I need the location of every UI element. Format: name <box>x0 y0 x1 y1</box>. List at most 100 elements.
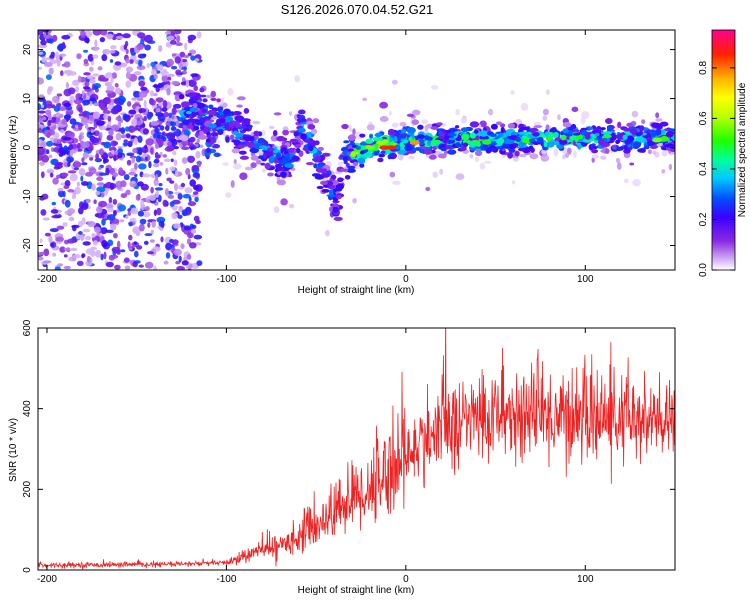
spectrogram-cell <box>252 120 261 125</box>
spectrogram-cell <box>173 248 182 256</box>
spectrogram-cell <box>83 58 89 64</box>
spectrogram-cell <box>131 118 138 127</box>
spectrogram-cell <box>51 215 60 219</box>
spectrogram-cell <box>114 264 121 270</box>
spectrogram-cell <box>80 117 89 126</box>
spectrogram-cell <box>136 245 143 250</box>
spectrogram-cell <box>100 30 108 36</box>
spectrogram-cell <box>482 139 492 145</box>
colorbar-tick-label: 0.2 <box>698 212 709 226</box>
spectrogram-cell <box>59 129 65 134</box>
spectrogram-cell <box>479 130 488 137</box>
spectrogram-cell <box>120 193 128 199</box>
spectrogram-cell <box>259 145 268 149</box>
spectrogram-cell <box>217 129 224 135</box>
spectrogram-cell <box>529 153 539 160</box>
spectrogram-cell <box>56 60 61 67</box>
spectrogram-cell <box>38 103 42 111</box>
spectrogram-cell <box>125 58 130 64</box>
spectrogram-cell <box>117 120 122 128</box>
spectrogram-cell <box>313 163 318 169</box>
spectrogram-cell <box>287 159 296 163</box>
spectrogram-cell <box>171 212 178 220</box>
spectrogram-cell <box>112 172 118 178</box>
spectrogram-cell <box>236 104 243 108</box>
spectrogram-cell <box>507 152 513 159</box>
spectrogram-cell <box>40 209 47 216</box>
spectrogram-cell <box>188 196 192 202</box>
spectrogram-cell <box>143 99 147 108</box>
spectrogram-cell <box>53 105 61 112</box>
spectrogram-cell <box>588 144 594 151</box>
spectrogram-cell <box>647 149 653 155</box>
spectrogram-cell <box>469 132 476 139</box>
spectrogram-cell <box>348 124 352 131</box>
spectrogram-cell <box>99 132 103 139</box>
spectrogram-cell <box>508 148 516 153</box>
spectrogram-cell <box>78 168 86 176</box>
spectrogram-cell <box>272 130 278 137</box>
spectrogram-cell <box>520 127 530 131</box>
spectrogram-cell <box>134 162 138 170</box>
spectrogram-cell <box>95 153 99 160</box>
spectrogram-cell <box>329 189 334 196</box>
spectrogram-cell <box>604 148 610 154</box>
spectrogram-cell <box>171 80 180 86</box>
spectrogram-cell <box>438 153 447 159</box>
spectrogram-cell <box>127 208 131 212</box>
spectrogram-cell <box>298 127 306 133</box>
spectrogram-cell <box>149 239 155 243</box>
spectrogram-cell <box>336 194 342 200</box>
spectrogram-cell <box>421 119 429 125</box>
spectrogram-cell <box>125 71 131 80</box>
spectrogram-cell <box>90 129 94 134</box>
spectrogram-cell <box>186 254 192 260</box>
spectrogram-cell <box>235 132 245 138</box>
spectrogram-cell <box>191 111 197 117</box>
spectrogram-cell <box>193 234 203 240</box>
spectrogram-cell <box>631 110 639 118</box>
spectrogram-cell <box>552 132 559 137</box>
spectrogram-cell <box>233 159 237 164</box>
spectrogram-cell <box>120 180 127 188</box>
spectrogram-cell <box>92 54 99 59</box>
spectrogram-cell <box>182 193 191 199</box>
spectrogram-cell <box>162 154 168 158</box>
spectrogram-cell <box>143 240 149 245</box>
spectrogram-cell <box>119 219 125 223</box>
spectrogram-cell <box>158 45 163 52</box>
spectrogram-cell <box>536 136 544 143</box>
spectrogram-cell <box>196 138 200 144</box>
spectrogram-cell <box>363 152 373 158</box>
spectrogram-cell <box>268 157 275 164</box>
spectrogram-cell <box>366 124 375 131</box>
spectrogram-peak <box>409 140 420 145</box>
spectrogram-cell <box>154 187 164 191</box>
spectrogram-cell <box>106 204 114 208</box>
spectrogram-cell <box>184 187 193 194</box>
colorbar-gradient <box>711 29 736 271</box>
spectrogram-cell <box>643 145 650 150</box>
spectrogram-cell <box>161 107 168 112</box>
spectrogram-cell <box>411 109 421 116</box>
spectrogram-cell <box>273 112 282 116</box>
spectrogram-cell <box>197 134 208 140</box>
spectrogram-cell <box>317 163 324 168</box>
snr-x-label: Height of straight line (km) <box>298 585 415 596</box>
spectrogram-cell <box>155 107 161 113</box>
spectrogram-cell <box>98 148 104 156</box>
spectrogram-cell <box>314 155 321 163</box>
spectrogram-cell <box>448 133 457 137</box>
spectrogram-cell <box>517 131 527 135</box>
spectrogram-cell <box>107 115 112 122</box>
snr-x-tick-label: 100 <box>577 574 594 585</box>
spectrogram-cell <box>446 129 452 134</box>
spectrogram-cell <box>617 162 622 170</box>
spectrogram-cell <box>282 129 289 136</box>
spectrogram-cell <box>38 147 46 156</box>
spectrogram-cell <box>187 201 197 207</box>
spectrogram-cell <box>314 175 325 180</box>
spectrogram-cell <box>96 206 103 214</box>
spectrogram-cell <box>85 123 89 130</box>
spectrogram-cell <box>99 37 106 43</box>
